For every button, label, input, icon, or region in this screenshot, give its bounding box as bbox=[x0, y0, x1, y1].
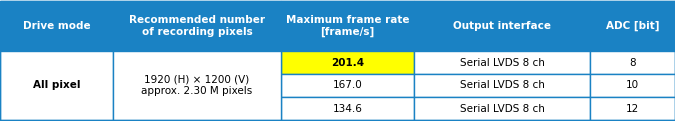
Text: Serial LVDS 8 ch: Serial LVDS 8 ch bbox=[460, 103, 545, 113]
Bar bbox=[590, 97, 675, 120]
Bar bbox=[590, 1, 675, 51]
Text: 134.6: 134.6 bbox=[333, 103, 362, 113]
Bar bbox=[414, 74, 590, 97]
Text: ADC [bit]: ADC [bit] bbox=[605, 21, 659, 31]
Text: Recommended number
of recording pixels: Recommended number of recording pixels bbox=[129, 15, 265, 37]
Text: 1920 (H) × 1200 (V)
approx. 2.30 M pixels: 1920 (H) × 1200 (V) approx. 2.30 M pixel… bbox=[141, 75, 252, 96]
Text: Serial LVDS 8 ch: Serial LVDS 8 ch bbox=[460, 57, 545, 68]
Bar bbox=[281, 1, 414, 51]
Bar bbox=[414, 97, 590, 120]
Text: 10: 10 bbox=[626, 80, 639, 91]
Text: Serial LVDS 8 ch: Serial LVDS 8 ch bbox=[460, 80, 545, 91]
Bar bbox=[0, 1, 113, 51]
Bar bbox=[0, 51, 113, 120]
Text: 201.4: 201.4 bbox=[331, 57, 364, 68]
Bar bbox=[414, 51, 590, 74]
Text: Maximum frame rate
[frame/s]: Maximum frame rate [frame/s] bbox=[286, 15, 409, 37]
Text: 167.0: 167.0 bbox=[333, 80, 362, 91]
Text: All pixel: All pixel bbox=[33, 80, 80, 91]
Bar bbox=[414, 1, 590, 51]
Text: 8: 8 bbox=[629, 57, 636, 68]
Text: Drive mode: Drive mode bbox=[23, 21, 90, 31]
Bar bbox=[113, 51, 281, 120]
Bar bbox=[113, 1, 281, 51]
Bar bbox=[281, 97, 414, 120]
Bar bbox=[590, 51, 675, 74]
Bar bbox=[590, 74, 675, 97]
Bar bbox=[281, 74, 414, 97]
Bar bbox=[281, 51, 414, 74]
Text: Output interface: Output interface bbox=[453, 21, 551, 31]
Text: 12: 12 bbox=[626, 103, 639, 113]
